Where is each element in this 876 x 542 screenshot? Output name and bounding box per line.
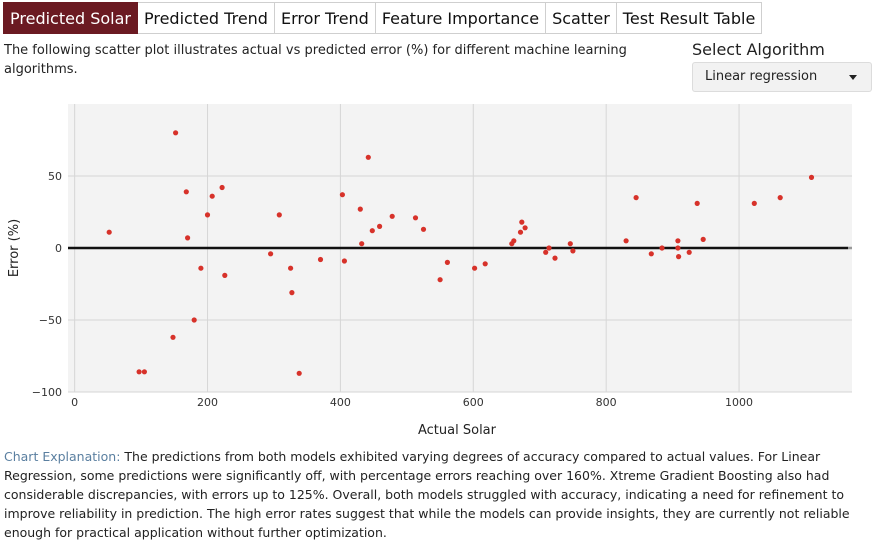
y-tick-label: 0: [55, 242, 62, 255]
data-point[interactable]: [412, 215, 419, 221]
data-point[interactable]: [472, 265, 478, 271]
data-point[interactable]: [623, 238, 629, 244]
data-point[interactable]: [288, 265, 294, 271]
data-point[interactable]: [511, 238, 517, 244]
data-point[interactable]: [570, 248, 576, 254]
x-tick-label: 600: [463, 396, 484, 409]
data-point[interactable]: [276, 212, 282, 218]
y-tick-label: −100: [32, 386, 62, 399]
chart-explanation: Chart Explanation: The predictions from …: [4, 447, 864, 542]
x-tick-label: 200: [197, 396, 218, 409]
data-point[interactable]: [222, 272, 228, 278]
data-point[interactable]: [136, 369, 142, 375]
data-point[interactable]: [365, 154, 371, 160]
data-point[interactable]: [219, 184, 225, 191]
tab-scatter[interactable]: Scatter: [546, 2, 617, 34]
algorithm-selected-value: Linear regression: [705, 69, 818, 84]
data-point[interactable]: [369, 228, 375, 234]
data-point[interactable]: [141, 369, 147, 375]
chevron-down-icon: [849, 75, 857, 80]
x-tick-label: 0: [71, 396, 78, 409]
data-point[interactable]: [675, 245, 681, 251]
data-point[interactable]: [659, 245, 665, 251]
data-point[interactable]: [204, 212, 211, 218]
data-point[interactable]: [552, 255, 558, 261]
algorithm-label: Select Algorithm: [692, 40, 825, 59]
tab-error-trend[interactable]: Error Trend: [274, 2, 376, 34]
y-tick-label: −50: [39, 314, 62, 327]
data-point[interactable]: [185, 235, 191, 241]
data-point[interactable]: [359, 241, 365, 247]
data-point[interactable]: [675, 238, 681, 244]
data-point[interactable]: [420, 226, 427, 232]
data-point[interactable]: [543, 249, 549, 255]
data-points: [106, 130, 815, 376]
data-point[interactable]: [289, 290, 295, 296]
data-point[interactable]: [173, 130, 179, 136]
data-point[interactable]: [389, 213, 395, 219]
x-tick-label: 800: [596, 396, 617, 409]
y-tick-label: 50: [48, 170, 62, 183]
data-point[interactable]: [694, 200, 700, 206]
algorithm-select[interactable]: Linear regression: [692, 62, 872, 92]
data-point[interactable]: [268, 251, 274, 257]
data-point[interactable]: [808, 174, 815, 180]
data-point[interactable]: [519, 219, 525, 225]
data-point[interactable]: [686, 249, 692, 255]
data-point[interactable]: [183, 189, 189, 195]
data-point[interactable]: [296, 370, 302, 376]
data-point[interactable]: [648, 251, 654, 257]
chart-description: The following scatter plot illustrates a…: [4, 43, 627, 77]
tab-feature-importance[interactable]: Feature Importance: [375, 2, 547, 34]
data-point[interactable]: [482, 261, 488, 267]
data-point[interactable]: [751, 200, 757, 206]
data-point[interactable]: [444, 259, 450, 265]
data-point[interactable]: [437, 277, 443, 283]
data-point[interactable]: [676, 254, 682, 260]
data-point[interactable]: [700, 236, 706, 242]
tab-predicted-solar[interactable]: Predicted Solar: [3, 2, 138, 34]
data-point[interactable]: [377, 223, 383, 229]
scatter-chart: 0 200 400 600 800 1000 −100 −50 0 50 Error (%) Ac…: [7, 104, 852, 438]
data-point[interactable]: [546, 245, 552, 251]
data-point[interactable]: [170, 334, 176, 340]
tab-bar: Predicted Solar Predicted Trend Error Tr…: [3, 2, 763, 34]
x-tick-label: 1000: [725, 396, 753, 409]
data-point[interactable]: [517, 229, 524, 235]
data-point[interactable]: [633, 195, 639, 201]
data-point[interactable]: [339, 192, 345, 198]
explanation-text: The predictions from both models exhibit…: [4, 449, 850, 540]
data-point[interactable]: [191, 317, 197, 323]
x-axis-label: Actual Solar: [418, 423, 497, 438]
data-point[interactable]: [357, 206, 363, 212]
data-point[interactable]: [198, 265, 204, 271]
x-tick-label: 400: [330, 396, 351, 409]
tab-test-result-table[interactable]: Test Result Table: [616, 2, 763, 34]
data-point[interactable]: [317, 256, 324, 263]
data-point[interactable]: [341, 258, 347, 264]
axes: 0 200 400 600 800 1000 −100 −50 0 50: [32, 170, 852, 409]
data-point[interactable]: [106, 229, 112, 235]
tab-predicted-trend[interactable]: Predicted Trend: [137, 2, 275, 34]
data-point[interactable]: [777, 195, 783, 201]
data-point[interactable]: [522, 225, 528, 231]
data-point[interactable]: [209, 193, 215, 199]
data-point[interactable]: [567, 241, 573, 247]
explanation-lead: Chart Explanation:: [4, 449, 121, 464]
y-axis-label: Error (%): [7, 219, 22, 277]
